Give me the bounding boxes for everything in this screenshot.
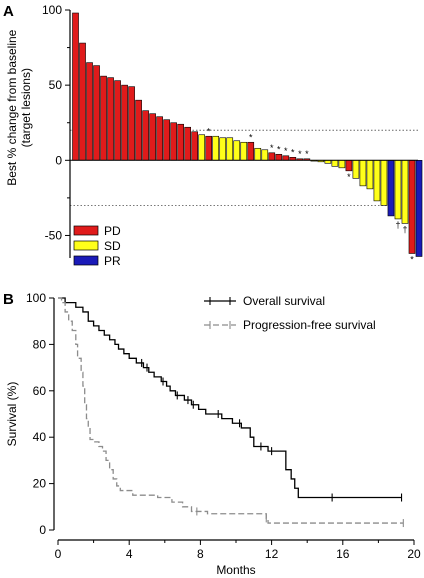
bar bbox=[226, 137, 234, 161]
survival-chart: B 0 20 40 60 80 100 0 4 8 12 16 20 Overall survival… bbox=[3, 291, 421, 577]
bar-marker: * bbox=[347, 172, 351, 182]
bar bbox=[373, 160, 381, 202]
y-tick-label: 60 bbox=[33, 384, 47, 398]
bar bbox=[149, 113, 156, 161]
panel-a-letter: A bbox=[3, 3, 14, 20]
bar bbox=[100, 75, 107, 161]
bar bbox=[240, 141, 248, 161]
bar bbox=[380, 160, 388, 206]
bar bbox=[275, 153, 283, 161]
bar bbox=[184, 126, 191, 161]
bar-marker: * bbox=[270, 143, 274, 153]
bar-marker: * bbox=[410, 254, 414, 264]
y-tick-label: 40 bbox=[33, 430, 47, 444]
y-tick-label: -50 bbox=[45, 228, 63, 242]
bar-marker: * bbox=[284, 146, 288, 156]
bar bbox=[415, 160, 423, 257]
bar bbox=[79, 42, 86, 161]
bar bbox=[72, 12, 79, 161]
bar-markers: *** * * * * **† †* bbox=[207, 126, 414, 264]
bar-marker: * bbox=[277, 144, 281, 154]
legend-label: PR bbox=[104, 254, 121, 268]
bar bbox=[233, 140, 241, 161]
y-tick-label: 100 bbox=[26, 291, 46, 305]
bar-marker: * bbox=[249, 132, 253, 142]
y-tick-label: 0 bbox=[39, 523, 46, 537]
bar bbox=[177, 123, 184, 161]
legend-label: SD bbox=[104, 239, 121, 253]
y-axis-label-line: (target lesions) bbox=[19, 68, 33, 147]
panel-b-letter: B bbox=[3, 291, 14, 308]
bar bbox=[254, 147, 262, 161]
legend-swatch bbox=[73, 225, 99, 236]
bar bbox=[86, 62, 93, 161]
bar bbox=[387, 160, 395, 217]
y-axis-label: Best % change from baseline (target lesio… bbox=[5, 29, 33, 185]
bar bbox=[408, 160, 416, 254]
survival-curves bbox=[58, 297, 404, 528]
survival-curve bbox=[58, 297, 404, 524]
axes: 0 20 40 60 80 100 0 4 8 12 16 20 bbox=[26, 291, 421, 561]
bar bbox=[142, 110, 149, 161]
bar bbox=[345, 160, 353, 172]
y-tick-label: 0 bbox=[55, 153, 62, 167]
bar bbox=[163, 119, 170, 161]
bar-marker: * bbox=[207, 126, 211, 136]
bar bbox=[156, 116, 163, 161]
survival-curve bbox=[58, 297, 402, 499]
y-tick-label: 100 bbox=[42, 3, 62, 17]
legend: Overall survival Progression-free surviva… bbox=[204, 294, 376, 332]
legend-swatch bbox=[73, 240, 99, 251]
y-tick-label: 50 bbox=[49, 78, 63, 92]
bar-marker: * bbox=[298, 149, 302, 159]
bar bbox=[121, 84, 128, 161]
x-tick-label: 0 bbox=[55, 547, 62, 561]
bar bbox=[261, 149, 269, 161]
bar bbox=[394, 160, 402, 220]
bar-marker: * bbox=[305, 149, 309, 159]
legend-label: Overall survival bbox=[243, 294, 325, 308]
bar bbox=[401, 160, 409, 224]
bar bbox=[268, 152, 276, 161]
legend-label: PD bbox=[104, 224, 121, 238]
x-axis-label: Months bbox=[216, 563, 255, 577]
bar bbox=[114, 80, 121, 161]
bar bbox=[352, 160, 360, 179]
bar bbox=[219, 137, 227, 161]
x-tick-label: 8 bbox=[197, 547, 204, 561]
x-tick-label: 20 bbox=[407, 547, 421, 561]
y-axis: 100 50 0 -50 bbox=[42, 3, 418, 258]
y-tick-label: 80 bbox=[33, 337, 47, 351]
bar bbox=[247, 141, 255, 161]
bar bbox=[331, 160, 339, 167]
bar bbox=[366, 160, 374, 190]
bar bbox=[205, 135, 213, 161]
x-tick-label: 4 bbox=[126, 547, 133, 561]
bar bbox=[338, 160, 346, 169]
x-tick-label: 12 bbox=[265, 547, 279, 561]
bar bbox=[198, 134, 206, 161]
legend-swatch bbox=[73, 255, 99, 266]
bar bbox=[170, 122, 177, 161]
bar bbox=[282, 155, 290, 161]
bar bbox=[359, 160, 367, 187]
y-axis-label: Survival (%) bbox=[5, 382, 19, 447]
bar bbox=[135, 99, 142, 161]
bar bbox=[93, 65, 100, 161]
bar-marker: † bbox=[395, 220, 400, 230]
x-tick-label: 16 bbox=[336, 547, 350, 561]
response-bars bbox=[72, 12, 423, 257]
bar bbox=[128, 86, 135, 161]
legend-label: Progression-free survival bbox=[243, 318, 376, 332]
bar-marker: † bbox=[402, 224, 407, 234]
y-tick-label: 20 bbox=[33, 477, 47, 491]
bar bbox=[212, 135, 220, 161]
bar bbox=[191, 131, 198, 161]
bar bbox=[107, 77, 114, 161]
bar-marker: * bbox=[291, 147, 295, 157]
y-axis-label-line: Best % change from baseline bbox=[5, 29, 19, 185]
